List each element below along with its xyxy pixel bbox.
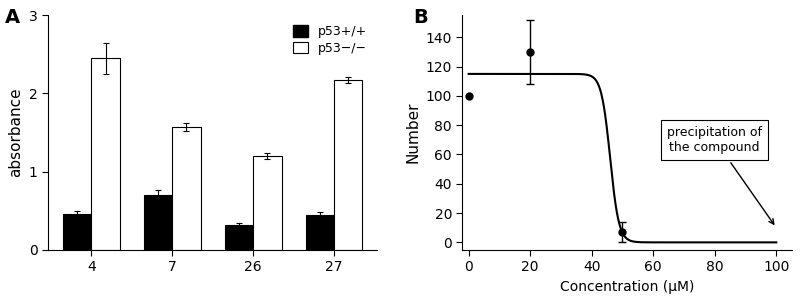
Y-axis label: absorbance: absorbance [8,88,23,177]
Bar [63,214,91,250]
Bar [144,195,172,250]
Bar [254,156,282,250]
Text: A: A [6,8,21,27]
Bar [91,58,120,250]
Text: B: B [413,8,428,27]
Bar [334,80,362,250]
Bar [306,215,334,250]
X-axis label: Concentration (μM): Concentration (μM) [560,280,694,294]
Legend: p53+/+, p53−/−: p53+/+, p53−/− [290,21,371,59]
Y-axis label: Number: Number [405,102,420,163]
Bar [172,127,201,250]
Text: precipitation of
the compound: precipitation of the compound [667,126,774,224]
Bar [225,225,254,250]
